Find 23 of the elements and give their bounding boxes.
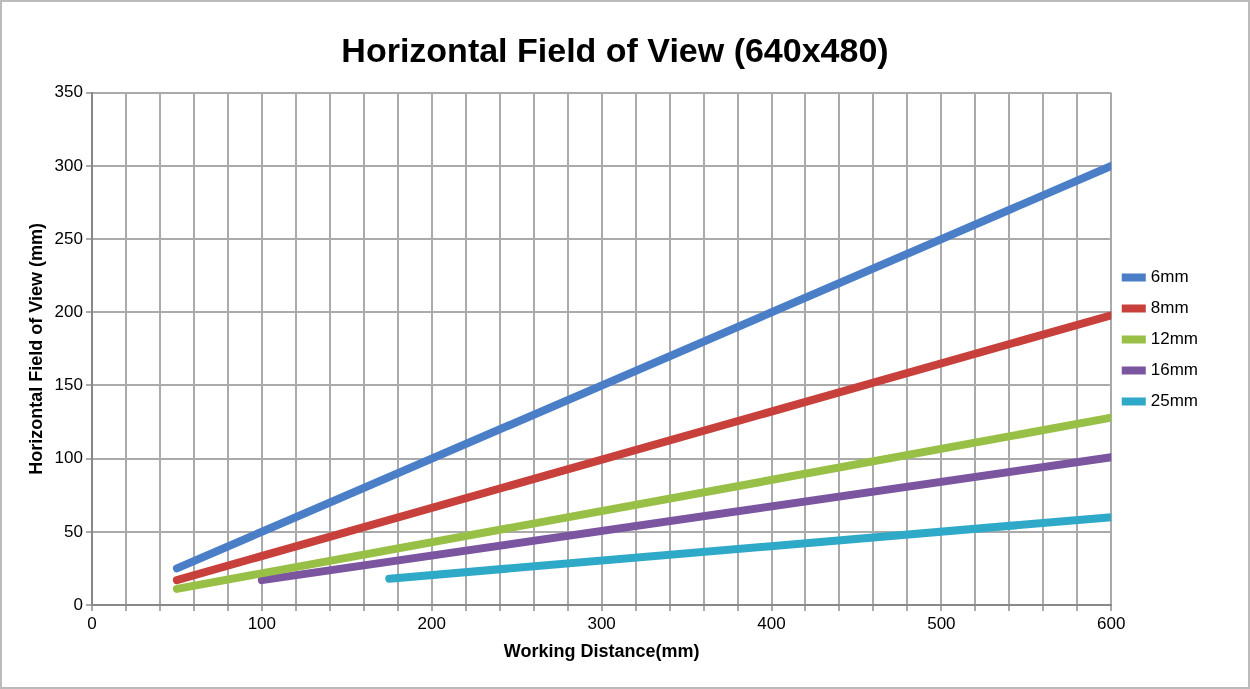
x-tick-label: 200 — [417, 613, 446, 633]
x-tick-label: 0 — [87, 613, 97, 633]
y-tick-label: 100 — [54, 448, 83, 468]
y-tick-label: 250 — [54, 228, 83, 248]
y-axis-title: Horizontal Field of View (mm) — [25, 223, 46, 475]
x-tick-label: 600 — [1097, 613, 1126, 633]
legend-label: 16mm — [1150, 360, 1198, 380]
x-tick-label: 400 — [757, 613, 786, 633]
x-tick-label: 300 — [587, 613, 616, 633]
legend-label: 12mm — [1150, 329, 1198, 349]
legend-label: 6mm — [1150, 267, 1189, 287]
x-tick-label: 500 — [927, 613, 956, 633]
y-tick-label: 0 — [73, 594, 83, 614]
x-tick-label: 100 — [247, 613, 277, 633]
y-tick-label: 350 — [54, 82, 83, 102]
y-tick-label: 300 — [54, 155, 83, 175]
y-tick-label: 200 — [54, 302, 83, 321]
y-tick-label: 150 — [54, 375, 83, 395]
x-axis-title: Working Distance(mm) — [503, 641, 700, 662]
legend-label: 8mm — [1150, 298, 1189, 318]
y-tick-label: 50 — [64, 521, 83, 541]
chart-title: Horizontal Field of View (640x480) — [341, 30, 889, 69]
legend-label: 25mm — [1150, 391, 1198, 411]
